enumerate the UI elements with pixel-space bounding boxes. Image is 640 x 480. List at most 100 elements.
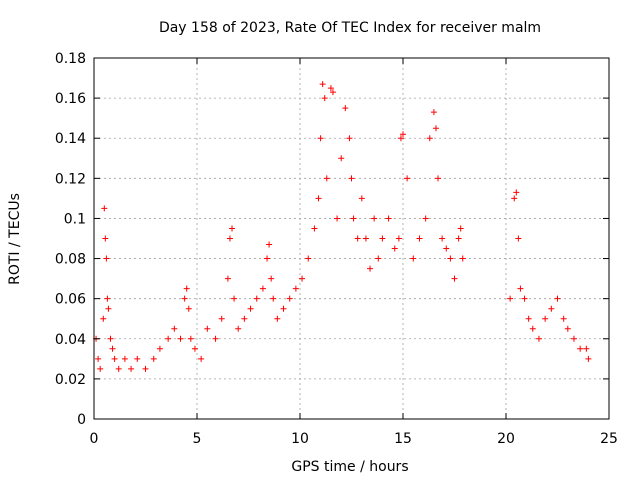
data-point	[329, 89, 336, 96]
data-point	[280, 305, 287, 312]
data-point	[348, 175, 355, 182]
data-point	[185, 305, 192, 312]
data-point	[134, 355, 141, 362]
x-tick-label: 0	[90, 431, 99, 447]
data-point	[226, 235, 233, 242]
data-point	[235, 325, 242, 332]
data-point	[391, 245, 398, 252]
y-axis-label: ROTI / TECUs	[7, 193, 23, 285]
data-point	[104, 295, 111, 302]
data-point	[507, 295, 514, 302]
data-point	[542, 315, 549, 322]
x-axis-ticks: 0 5 10 15 20 25	[90, 58, 618, 447]
data-point	[511, 195, 518, 202]
data-point	[142, 365, 149, 372]
data-point	[570, 335, 577, 342]
data-point	[375, 255, 382, 262]
data-point	[447, 255, 454, 262]
data-point	[443, 245, 450, 252]
data-point	[457, 225, 464, 232]
data-point	[385, 215, 392, 222]
y-tick-label: 0	[77, 412, 86, 428]
data-point	[560, 315, 567, 322]
data-point	[346, 135, 353, 142]
x-tick-label: 5	[193, 431, 202, 447]
data-point	[187, 335, 194, 342]
data-point	[535, 335, 542, 342]
data-point	[264, 255, 271, 262]
data-point	[268, 275, 275, 282]
data-point	[455, 235, 462, 242]
data-point	[177, 335, 184, 342]
data-point	[564, 325, 571, 332]
data-point	[439, 235, 446, 242]
data-point	[513, 189, 520, 196]
data-point	[229, 225, 236, 232]
x-tick-label: 25	[600, 431, 618, 447]
data-point	[105, 305, 112, 312]
data-point	[95, 355, 102, 362]
data-point	[459, 255, 466, 262]
data-point	[100, 315, 107, 322]
y-tick-label: 0.02	[55, 372, 86, 388]
data-point	[517, 285, 524, 292]
data-point	[317, 135, 324, 142]
data-point	[259, 285, 266, 292]
data-point	[371, 215, 378, 222]
data-point	[292, 285, 299, 292]
data-point	[451, 275, 458, 282]
data-point	[247, 305, 254, 312]
data-point	[305, 255, 312, 262]
data-point	[529, 325, 536, 332]
data-points	[93, 81, 592, 372]
data-point	[338, 155, 345, 162]
y-tick-label: 0.1	[64, 211, 86, 227]
data-point	[583, 345, 590, 352]
data-point	[266, 241, 273, 248]
data-point	[426, 135, 433, 142]
data-point	[115, 365, 122, 372]
data-point	[181, 295, 188, 302]
data-point	[397, 135, 404, 142]
data-point	[323, 175, 330, 182]
data-point	[430, 109, 437, 116]
data-point	[379, 235, 386, 242]
chart-title: Day 158 of 2023, Rate Of TEC Index for r…	[159, 20, 541, 36]
data-point	[315, 195, 322, 202]
data-point	[97, 365, 104, 372]
data-point	[422, 215, 429, 222]
data-point	[299, 275, 306, 282]
data-point	[350, 215, 357, 222]
data-point	[191, 345, 198, 352]
data-point	[218, 315, 225, 322]
data-point	[274, 315, 281, 322]
data-point	[286, 295, 293, 302]
data-point	[319, 81, 326, 88]
data-point	[107, 335, 114, 342]
data-point	[270, 295, 277, 302]
x-tick-label: 15	[394, 431, 412, 447]
data-point	[171, 325, 178, 332]
data-point	[354, 235, 361, 242]
data-point	[432, 125, 439, 132]
data-point	[204, 325, 211, 332]
data-point	[416, 235, 423, 242]
y-tick-label: 0.12	[55, 171, 86, 187]
y-tick-label: 0.08	[55, 252, 86, 268]
data-point	[128, 365, 135, 372]
data-point	[367, 265, 374, 272]
data-point	[400, 131, 406, 138]
data-point	[521, 295, 528, 302]
y-tick-label: 0.06	[55, 292, 86, 308]
data-point	[311, 225, 318, 232]
y-tick-label: 0.18	[55, 51, 86, 67]
x-tick-label: 10	[291, 431, 309, 447]
y-tick-label: 0.04	[55, 332, 86, 348]
data-point	[231, 295, 238, 302]
data-point	[165, 335, 172, 342]
data-point	[156, 345, 163, 352]
data-point	[321, 95, 328, 102]
data-point	[358, 195, 365, 202]
data-point	[109, 345, 116, 352]
